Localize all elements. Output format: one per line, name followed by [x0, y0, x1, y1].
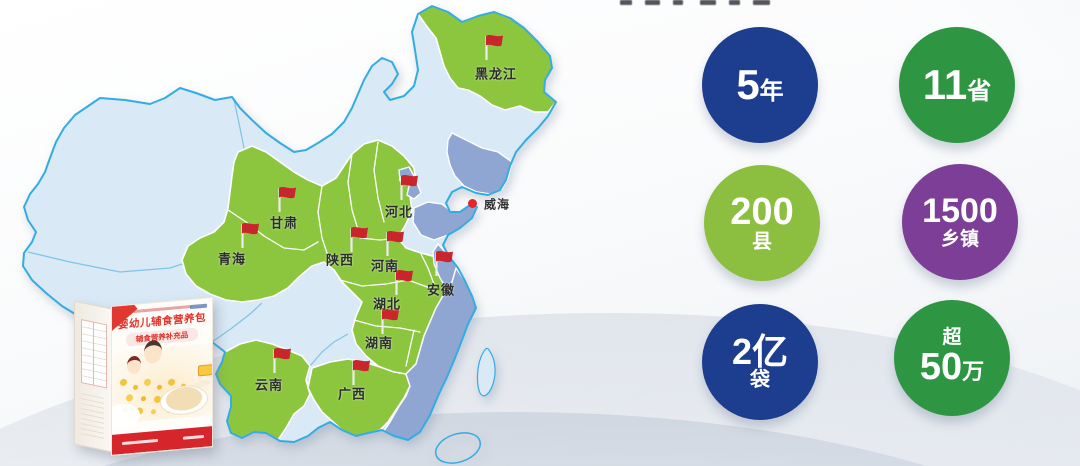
interior-border	[309, 333, 349, 367]
stat-value: 1500	[922, 192, 998, 231]
interior-border	[233, 99, 247, 159]
province-label-hubei: 湖北	[372, 296, 402, 312]
interior-border	[347, 153, 361, 237]
island-hainan	[434, 432, 482, 464]
bowl-illustration	[160, 383, 208, 417]
province-label-hebei: 河北	[384, 204, 414, 220]
cropped-title-fragment	[620, 0, 783, 7]
city-marker-dot	[468, 199, 477, 208]
stat-value: 11	[922, 61, 968, 108]
product-box: 婴幼儿辅食营养包 辅食营养补充品	[74, 297, 213, 460]
province-label-hunan: 湖南	[364, 335, 394, 351]
province-flag-yunnan	[271, 345, 295, 375]
stat-circle-years: 5 年	[702, 27, 818, 143]
province-label-heilongjiang: 黑龙江	[474, 66, 518, 82]
interior-border	[227, 209, 319, 251]
product-box-front: 婴幼儿辅食营养包 辅食营养补充品	[111, 297, 213, 456]
product-box-side-panel	[74, 300, 114, 453]
stat-circle-bags: 2亿 袋	[702, 304, 818, 420]
cereal-grains-illustration	[120, 378, 127, 387]
interior-border	[317, 185, 331, 263]
province-label-qinghai: 青海	[217, 251, 247, 267]
interior-border	[405, 329, 415, 367]
province-label-anhui: 安徽	[426, 282, 456, 298]
province-flag-heilongjiang	[483, 32, 507, 62]
province-flag-qinghai	[239, 220, 263, 250]
province-flag-henan	[384, 228, 408, 258]
province-flag-guangxi	[350, 357, 374, 387]
stat-unit: 县	[752, 231, 772, 254]
stat-circle-townships: 1500 乡镇	[902, 164, 1018, 280]
island-taiwan	[476, 347, 496, 397]
milk-splash-illustration	[111, 402, 140, 430]
stat-circle-counties: 200 县	[704, 165, 820, 281]
child-illustration	[144, 339, 162, 365]
stat-unit: 万	[962, 359, 985, 385]
interior-border	[419, 251, 435, 285]
stat-prefix: 超	[942, 327, 962, 349]
province-flag-gansu	[276, 184, 300, 214]
child-illustration	[127, 355, 141, 375]
stat-circle-provinces: 11 省	[899, 27, 1015, 143]
province-label-yunnan: 云南	[254, 377, 284, 393]
province-flag-anhui	[433, 248, 457, 278]
stat-unit: 年	[759, 78, 784, 105]
yellow-tag	[198, 364, 213, 377]
stat-circle-beneficiaries: 超 50 万	[894, 300, 1010, 416]
product-illustration	[111, 339, 212, 430]
stat-value: 50	[919, 346, 963, 389]
stat-value: 2亿	[731, 330, 789, 372]
province-flag-hubei	[393, 267, 417, 297]
province-flag-hunan	[379, 306, 403, 336]
stat-unit: 乡镇	[940, 228, 979, 250]
brand-logo	[190, 303, 207, 310]
interior-border	[373, 141, 385, 223]
interior-border	[339, 279, 431, 289]
interior-border	[353, 319, 421, 333]
stat-unit: 袋	[750, 369, 770, 392]
province-label-gansu: 甘肃	[269, 215, 299, 231]
province-flag-hebei	[398, 172, 422, 202]
interior-border	[211, 302, 263, 343]
stat-value: 200	[730, 190, 794, 233]
bottom-red-band	[112, 426, 212, 455]
side-text-lines	[81, 392, 104, 440]
province-label-henan: 河南	[370, 258, 400, 274]
province-label-shaanxi: 陕西	[325, 252, 355, 268]
province-flag-shaanxi	[348, 224, 372, 254]
nutrition-table	[81, 318, 107, 389]
city-label-weihai: 威海	[483, 197, 511, 212]
stat-unit: 省	[967, 78, 992, 105]
stat-value: 5	[736, 61, 760, 108]
province-label-guangxi: 广西	[337, 386, 367, 402]
